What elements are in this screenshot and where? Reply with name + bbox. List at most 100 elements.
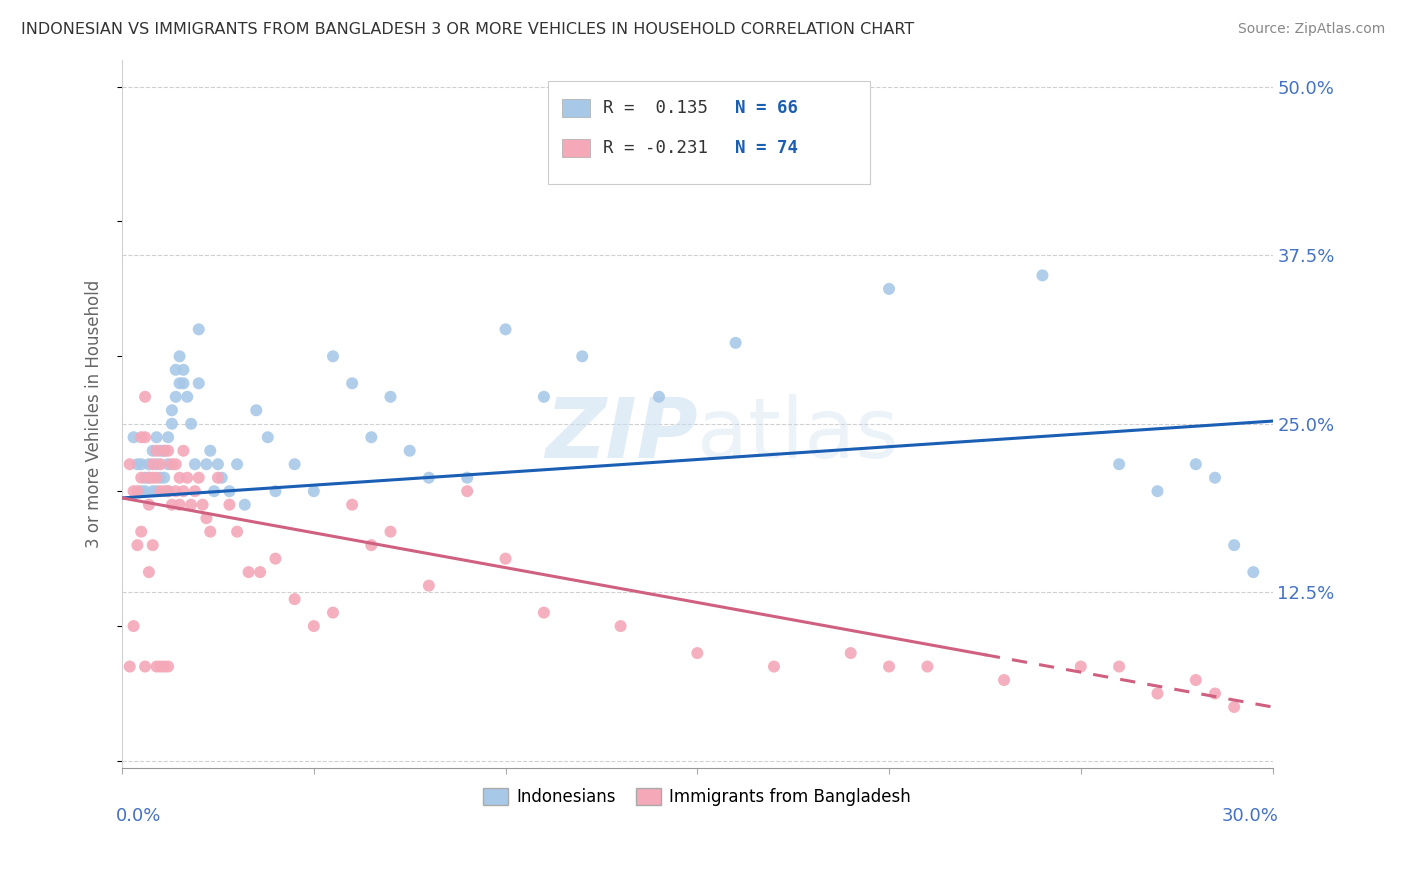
Point — [157, 430, 180, 444]
Point — [191, 498, 214, 512]
Point — [142, 471, 165, 485]
Point — [648, 390, 671, 404]
Point — [1223, 700, 1246, 714]
Point — [180, 417, 202, 431]
Point — [149, 471, 172, 485]
Point — [917, 659, 939, 673]
Point — [165, 484, 187, 499]
Point — [284, 592, 307, 607]
Point — [129, 484, 152, 499]
Point — [195, 511, 218, 525]
Point — [284, 457, 307, 471]
Point — [176, 471, 198, 485]
Point — [172, 363, 194, 377]
Point — [134, 390, 156, 404]
Point — [145, 457, 167, 471]
Point — [1146, 484, 1168, 499]
Point — [176, 390, 198, 404]
Legend: Indonesians, Immigrants from Bangladesh: Indonesians, Immigrants from Bangladesh — [477, 781, 918, 813]
FancyBboxPatch shape — [561, 99, 591, 117]
Point — [138, 457, 160, 471]
Point — [877, 282, 900, 296]
Point — [1204, 471, 1226, 485]
Point — [418, 471, 440, 485]
Point — [322, 349, 344, 363]
Point — [127, 538, 149, 552]
Point — [180, 498, 202, 512]
Point — [169, 376, 191, 391]
Point — [127, 457, 149, 471]
Point — [149, 484, 172, 499]
Point — [256, 430, 278, 444]
Point — [165, 457, 187, 471]
Point — [145, 484, 167, 499]
Point — [456, 484, 478, 499]
Point — [233, 498, 256, 512]
Point — [129, 471, 152, 485]
Point — [138, 498, 160, 512]
Point — [302, 619, 325, 633]
Text: N = 66: N = 66 — [735, 99, 799, 117]
Point — [134, 471, 156, 485]
Point — [129, 457, 152, 471]
Point — [340, 376, 363, 391]
Point — [138, 565, 160, 579]
Point — [145, 659, 167, 673]
Point — [122, 484, 145, 499]
Point — [533, 606, 555, 620]
Point — [202, 484, 225, 499]
Point — [686, 646, 709, 660]
Point — [238, 565, 260, 579]
Point — [134, 430, 156, 444]
Point — [418, 579, 440, 593]
Point — [184, 457, 207, 471]
Point — [1241, 565, 1264, 579]
Point — [145, 430, 167, 444]
Point — [142, 457, 165, 471]
Point — [153, 659, 176, 673]
Text: 30.0%: 30.0% — [1222, 806, 1278, 824]
Point — [187, 471, 209, 485]
Point — [187, 376, 209, 391]
Point — [172, 376, 194, 391]
Point — [1108, 659, 1130, 673]
Point — [153, 443, 176, 458]
Point — [149, 443, 172, 458]
Point — [245, 403, 267, 417]
Text: R =  0.135: R = 0.135 — [603, 99, 709, 117]
Point — [134, 659, 156, 673]
Point — [169, 471, 191, 485]
Point — [129, 524, 152, 539]
Point — [302, 484, 325, 499]
Point — [153, 484, 176, 499]
Point — [1146, 686, 1168, 700]
Point — [142, 484, 165, 499]
Point — [118, 659, 141, 673]
Point — [380, 390, 402, 404]
Point — [207, 471, 229, 485]
Point — [153, 443, 176, 458]
Point — [165, 390, 187, 404]
Point — [360, 430, 382, 444]
Point — [122, 619, 145, 633]
Point — [322, 606, 344, 620]
Point — [1070, 659, 1092, 673]
Point — [160, 498, 183, 512]
Point — [1185, 673, 1208, 687]
Point — [160, 403, 183, 417]
Point — [456, 471, 478, 485]
Point — [839, 646, 862, 660]
Point — [160, 457, 183, 471]
Point — [187, 322, 209, 336]
Text: N = 74: N = 74 — [735, 139, 799, 157]
Point — [157, 484, 180, 499]
Point — [724, 335, 747, 350]
Point — [762, 659, 785, 673]
Point — [398, 443, 420, 458]
Point — [211, 471, 233, 485]
Point — [160, 417, 183, 431]
Point — [533, 390, 555, 404]
Point — [495, 322, 517, 336]
Point — [1031, 268, 1053, 283]
Point — [993, 673, 1015, 687]
